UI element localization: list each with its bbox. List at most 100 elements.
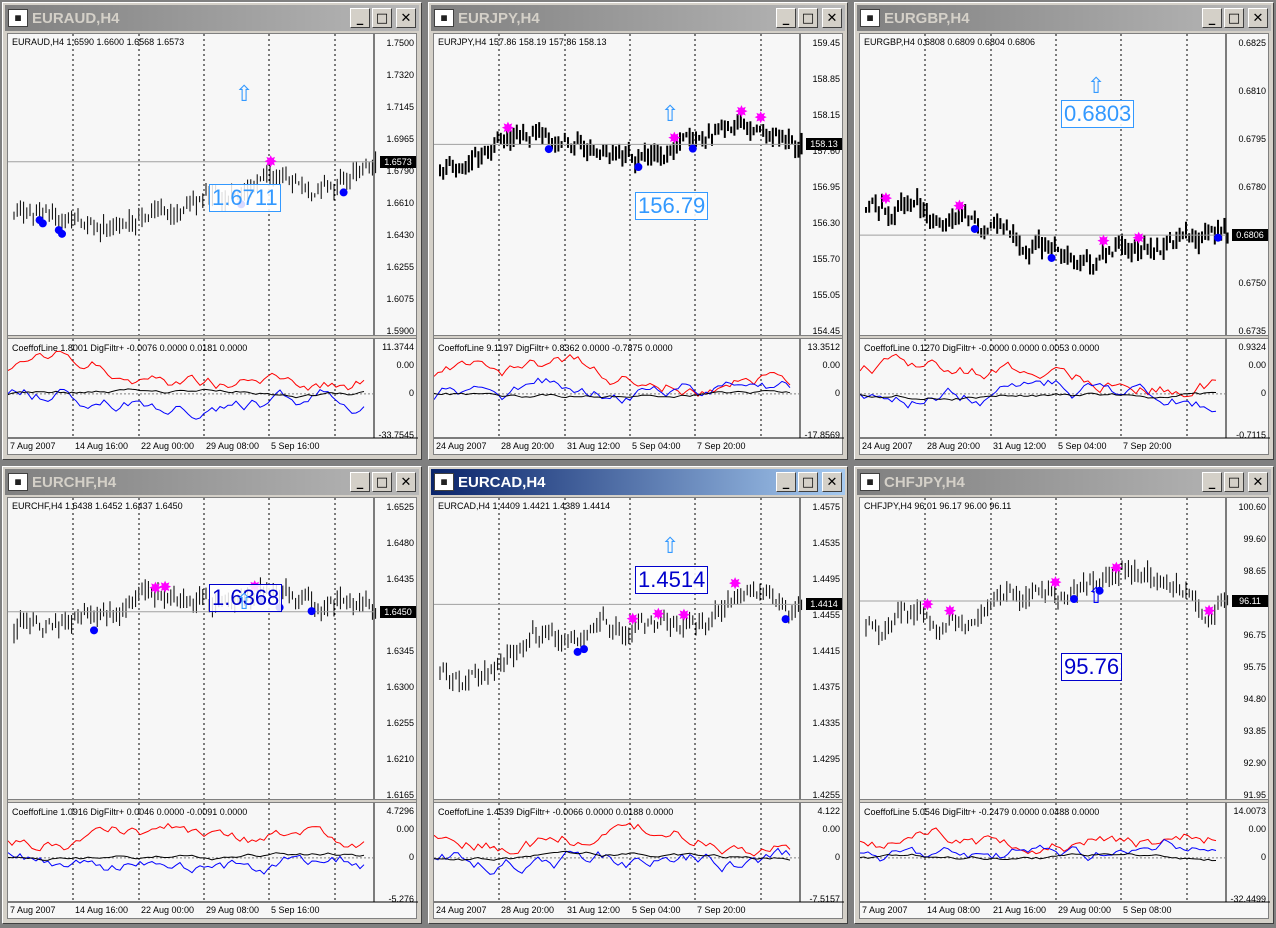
title-bar[interactable]: ▦ EURAUD,H4 _ □ ✕ [5,5,419,31]
price-axis-tick: 99.60 [1243,534,1266,544]
magenta-star-marker: ✸ [677,605,690,624]
minimize-button[interactable]: _ [1202,472,1222,492]
price-axis-tick: 1.4495 [812,574,840,584]
price-axis-tick: 92.90 [1243,758,1266,768]
blue-dot-marker [544,145,553,154]
panel-separator[interactable] [860,799,1268,803]
blue-dot-marker [580,645,588,654]
magenta-star-marker: ✸ [879,189,892,208]
chart-canvas[interactable]: ✸ ✸ ✸ ✸ EURGBP,H4 0.6808 0.6809 0.6804 0.680… [859,33,1270,455]
maximize-button[interactable]: □ [372,8,392,28]
blue-series-line [860,838,1217,862]
chart-canvas[interactable]: ✸ ✸ ✸ ✸ ✸ CHFJPY,H4 96.01 96.17 96.00 96.11 Co… [859,497,1270,919]
indicator-axis-tick: 13.3512 [807,342,840,352]
close-button[interactable]: ✕ [822,472,842,492]
current-price-tag: 96.11 [1232,594,1268,607]
chart-window[interactable]: ▦EURCHF,H4 _□✕ ✸✸✸EURCHF,H4 1.6438 1.6452 … [2,466,422,924]
title-bar[interactable]: ▦ EURCAD,H4 _ □ ✕ [431,469,845,495]
minimize-button[interactable]: _ [350,472,370,492]
time-axis-label: 5 Sep 04:00 [632,441,681,451]
panel-separator[interactable] [8,799,416,803]
window-title: EURGBP,H4 [884,9,970,27]
price-axis-tick: 1.7145 [386,102,414,112]
magenta-star-marker: ✸ [1049,573,1062,592]
indicator-header: CoeffofLine 0.1270 DigFiltr+ -0.0000 0.0… [864,343,1100,353]
time-axis-label: 28 Aug 20:00 [927,441,981,451]
chart-canvas[interactable]: ✸ EURAUD,H4 1.6590 1.6600 1.6568 1.6573 Co… [7,33,418,455]
title-bar[interactable]: ▦ EURGBP,H4 _ □ ✕ [857,5,1271,31]
indicator-header: CoeffofLine 9.1197 DigFiltr+ 0.8362 0.00… [438,343,673,353]
indicator-axis-tick: 11.3744 [382,342,414,352]
price-axis-tick: 0.6750 [1238,278,1266,288]
blue-dot-marker [54,226,63,235]
blue-series-line [8,388,365,420]
red-series-line [434,353,791,397]
panel-separator[interactable] [8,335,416,339]
indicator-axis-tick: 0.00 [1248,360,1266,370]
close-button[interactable]: ✕ [396,472,416,492]
close-button[interactable]: ✕ [822,8,842,28]
price-axis-tick: 1.6790 [386,166,414,176]
indicator-axis-tick: -0.7115 [1236,430,1266,440]
price-axis-tick: 154.45 [812,326,840,336]
price-header: EURAUD,H4 1.6590 1.6600 1.6568 1.6573 [12,37,185,47]
minimize-button[interactable]: _ [776,8,796,28]
blue-dot-marker [1047,253,1056,262]
maximize-button[interactable]: □ [1224,8,1244,28]
chart-window[interactable]: ▦ EURGBP,H4 _ □ ✕ ✸ ✸ ✸ ✸ EURGBP,H4 0.6808 0.6809… [854,2,1274,460]
time-axis-label: 5 Sep 04:00 [632,905,681,915]
chart-window[interactable]: ▦ EURJPY,H4 _ □ ✕ ✸ ✸ ✸ ✸ EURJPY,H4 157.86 158.19… [428,2,848,460]
red-series-line [860,353,1217,398]
price-axis-tick: 0.6780 [1238,182,1266,192]
price-axis-tick: 0.6735 [1238,326,1266,336]
indicator-axis-tick: 0 [408,851,414,862]
time-axis-label: 24 Aug 2007 [436,441,487,451]
blue-dot-marker [634,163,643,172]
title-bar[interactable]: ▦ EURJPY,H4 _ □ ✕ [431,5,845,31]
indicator-axis-tick: 0 [1260,387,1266,398]
time-axis-label: 31 Aug 12:00 [993,441,1047,451]
chart-window-icon: ▦ [8,473,28,491]
close-button[interactable]: ✕ [1248,8,1268,28]
price-axis-tick: 98.65 [1243,566,1266,576]
price-chart-svg: ✸ ✸ ✸ ✸ ✸ [860,498,1270,903]
maximize-button[interactable]: □ [372,472,392,492]
price-axis-tick: 1.5900 [386,326,414,336]
chart-window[interactable]: ▦ EURAUD,H4 _ □ ✕ ✸ EURAUD,H4 1.6590 1.6600 1.… [2,2,422,460]
close-button[interactable]: ✕ [1248,472,1268,492]
title-bar[interactable]: ▦ CHFJPY,H4 _ □ ✕ [857,469,1271,495]
price-axis-tick: 1.6430 [386,230,414,240]
chart-canvas[interactable]: ✸ ✸ ✸ ✸ EURJPY,H4 157.86 158.19 157.86 158.1… [433,33,844,455]
time-axis-label: 7 Aug 2007 [862,905,908,915]
chart-canvas[interactable]: ✸✸✸EURCHF,H4 1.6438 1.6452 1.6437 1.6450… [7,497,418,919]
maximize-button[interactable]: □ [798,8,818,28]
price-axis-tick: 1.6610 [386,198,414,208]
red-series-line [860,827,1217,855]
price-axis-tick: 1.4295 [812,754,840,764]
panel-separator[interactable] [434,799,842,803]
panel-separator[interactable] [860,335,1268,339]
chart-window[interactable]: ▦ CHFJPY,H4 _ □ ✕ ✸ ✸ ✸ ✸ ✸ CHFJPY,H4 96.01 96.17 … [854,466,1274,924]
price-axis-tick: 1.6965 [386,134,414,144]
maximize-button[interactable]: □ [1224,472,1244,492]
minimize-button[interactable]: _ [350,8,370,28]
black-series-line [434,850,791,861]
title-bar[interactable]: ▦ EURCHF,H4 _ □ ✕ [5,469,419,495]
price-axis-tick: 1.6435 [386,574,414,584]
minimize-button[interactable]: _ [776,472,796,492]
magenta-star-marker: ✸ [1132,228,1145,247]
window-title: EURJPY,H4 [458,9,540,27]
magenta-star-marker: ✸ [754,108,767,127]
maximize-button[interactable]: □ [798,472,818,492]
price-label-box: 1.4514 [635,566,709,594]
minimize-button[interactable]: _ [1202,8,1222,28]
indicator-axis-tick: -7.5157 [809,894,840,904]
chart-window[interactable]: ▦ EURCAD,H4 _ □ ✕ ✸ ✸ ✸ ✸ EURCAD,H4 1.4409 1.4421… [428,466,848,924]
price-axis-tick: 1.6165 [386,790,414,800]
price-axis-tick: 157.60 [812,146,840,156]
close-button[interactable]: ✕ [396,8,416,28]
price-axis-tick: 1.4455 [812,610,840,620]
panel-separator[interactable] [434,335,842,339]
chart-canvas[interactable]: ✸ ✸ ✸ ✸ EURCAD,H4 1.4409 1.4421 1.4389 1.441… [433,497,844,919]
red-series-line [8,822,365,852]
